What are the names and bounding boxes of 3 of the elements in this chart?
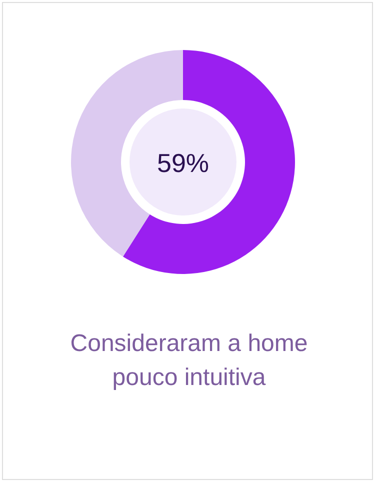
data-label: 59% xyxy=(156,148,210,178)
text: Consideraram a home pouco intuitiva xyxy=(70,330,308,391)
donut-slice xyxy=(122,50,295,274)
